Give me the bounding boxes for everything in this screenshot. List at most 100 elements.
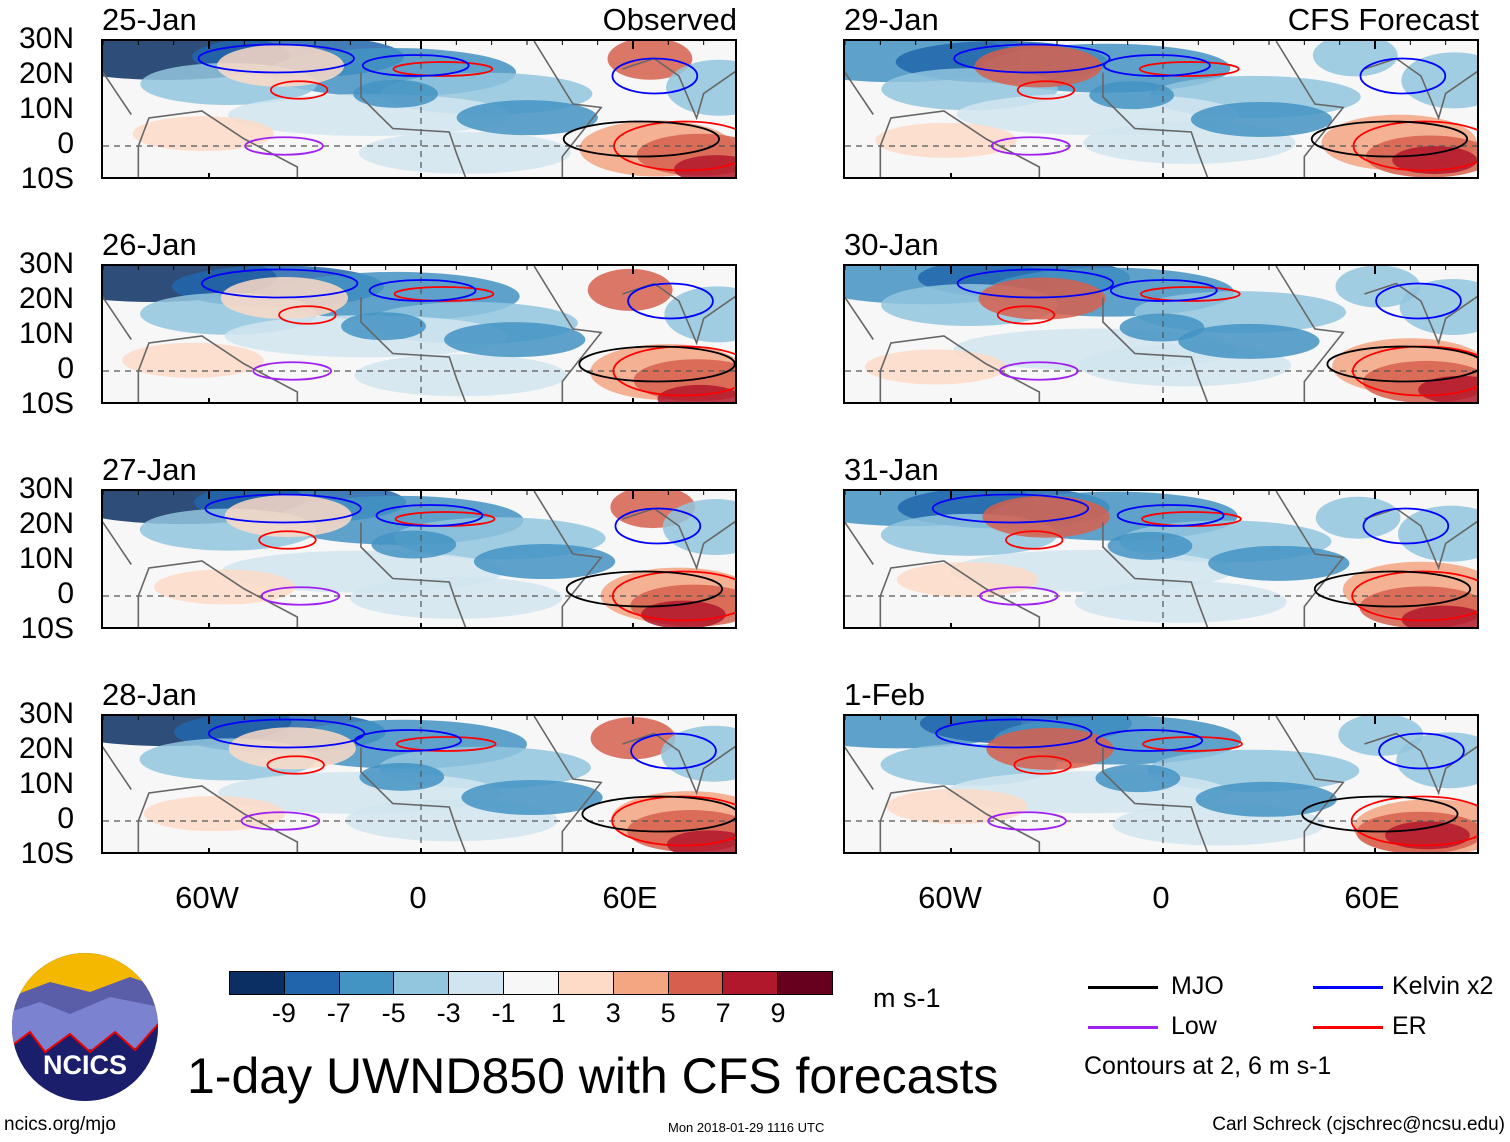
- wave-contour: [269, 80, 329, 100]
- lat-label: 0: [57, 127, 74, 160]
- panel-date: 25-Jan: [102, 2, 197, 37]
- wave-contour: [1013, 755, 1072, 775]
- map-panel: [843, 264, 1479, 404]
- figure-title: 1-day UWND850 with CFS forecasts: [187, 1048, 999, 1104]
- lat-label: 10S: [20, 837, 74, 870]
- colorbar-label: -9: [271, 998, 296, 1028]
- colorbar-swatch: [778, 972, 832, 994]
- wave-contour: [1139, 286, 1241, 302]
- legend-line-kelvin: [1313, 986, 1383, 989]
- lat-label: 10S: [20, 387, 74, 420]
- wave-contour: [1142, 736, 1243, 752]
- wave-contour: [612, 345, 735, 397]
- contour-note: Contours at 2, 6 m s-1: [1084, 1052, 1332, 1080]
- wind-anomaly-shading: [1401, 52, 1477, 109]
- wave-contour: [999, 361, 1079, 381]
- coastline: [845, 41, 1477, 177]
- wave-contour: [581, 795, 735, 833]
- wave-contour: [197, 43, 355, 74]
- wave-contour: [1301, 795, 1459, 833]
- wind-anomaly-shading: [461, 780, 603, 816]
- lat-label: 0: [57, 352, 74, 385]
- wind-anomaly-shading: [974, 45, 1102, 88]
- wind-anomaly-shading: [1107, 531, 1193, 560]
- map-panel: [101, 39, 737, 179]
- wave-contour: [244, 136, 324, 156]
- colorbar-label: 1: [550, 998, 566, 1028]
- wave-contour: [614, 507, 702, 545]
- legend-line-mjo: [1088, 986, 1158, 989]
- wave-contour: [1109, 279, 1218, 302]
- lat-label: 10N: [18, 317, 74, 350]
- wave-contour: [204, 493, 362, 524]
- wave-contour: [1310, 120, 1469, 158]
- ncics-logo: NCICS: [12, 953, 158, 1101]
- wave-contour: [1116, 504, 1225, 527]
- wave-contour: [395, 736, 497, 752]
- colorbar-label: 5: [660, 998, 676, 1028]
- wind-anomaly-shading: [228, 93, 511, 136]
- coastline: [845, 716, 1477, 852]
- coastline: [103, 41, 735, 177]
- wind-anomaly-shading: [350, 576, 563, 619]
- map-panel: [843, 714, 1479, 854]
- map-canvas: [103, 716, 735, 852]
- wave-contour: [260, 586, 341, 606]
- wave-contour: [354, 729, 462, 752]
- map-canvas: [845, 716, 1477, 852]
- map-panel: [101, 714, 737, 854]
- lat-label: 10N: [18, 92, 74, 125]
- wave-contour: [368, 279, 477, 302]
- wind-anomaly-shading: [354, 354, 567, 397]
- panel-date: 28-Jan: [102, 677, 197, 712]
- wave-contour: [252, 361, 332, 381]
- map-panel: [101, 489, 737, 629]
- coastline: [103, 491, 735, 627]
- wind-anomaly-shading: [1195, 781, 1337, 817]
- coastline: [103, 716, 735, 852]
- colorbar-label: -1: [491, 998, 516, 1028]
- lon-label: 0: [409, 880, 427, 915]
- wave-contour: [1138, 61, 1240, 77]
- wave-contour: [1102, 54, 1211, 77]
- wave-contour: [578, 345, 735, 383]
- colorbar-swatch: [339, 972, 395, 994]
- wind-anomaly-shading: [1335, 266, 1421, 308]
- lon-label: 60W: [175, 880, 239, 915]
- wind-anomaly-shading: [590, 717, 676, 760]
- wave-contour: [1005, 530, 1064, 550]
- wave-contour: [361, 54, 470, 77]
- wave-contour: [1095, 729, 1204, 752]
- wind-anomaly-shading: [444, 322, 586, 358]
- wind-anomaly-shading: [875, 122, 1017, 158]
- colorbar-swatch: [558, 972, 614, 994]
- colorbar-swatch: [723, 972, 779, 994]
- wave-contour: [979, 586, 1059, 606]
- wind-anomaly-shading: [456, 100, 598, 136]
- wave-contour: [1352, 120, 1477, 172]
- wind-anomaly-shading: [1190, 101, 1333, 137]
- legend-line-low: [1088, 1026, 1158, 1029]
- footer-url[interactable]: ncics.org/mjo: [4, 1114, 116, 1135]
- lat-label: 30N: [18, 697, 74, 730]
- map-canvas: [103, 41, 735, 177]
- wind-anomaly-shading: [224, 495, 352, 538]
- lat-label: 0: [57, 802, 74, 835]
- colorbar-units: m s-1: [873, 983, 941, 1013]
- wave-contour: [1313, 570, 1472, 608]
- wind-anomaly-shading: [353, 79, 438, 108]
- wind-anomaly-shading: [1208, 545, 1350, 581]
- wind-anomaly-shading: [1315, 496, 1401, 539]
- wind-anomaly-shading: [1338, 716, 1424, 756]
- wind-anomaly-shading: [978, 277, 1106, 320]
- wind-anomaly-shading: [640, 600, 726, 627]
- map-panel: [843, 39, 1479, 179]
- lat-label: 10N: [18, 767, 74, 800]
- wave-contour: [392, 61, 494, 77]
- wave-contour: [953, 43, 1111, 74]
- footer-author: Carl Schreck (cjschrec@ncsu.edu): [1212, 1114, 1505, 1135]
- wave-contour: [987, 811, 1067, 831]
- legend-label-low: Low: [1171, 1012, 1217, 1040]
- wind-anomaly-shading: [982, 495, 1110, 538]
- lon-label: 60E: [602, 880, 658, 915]
